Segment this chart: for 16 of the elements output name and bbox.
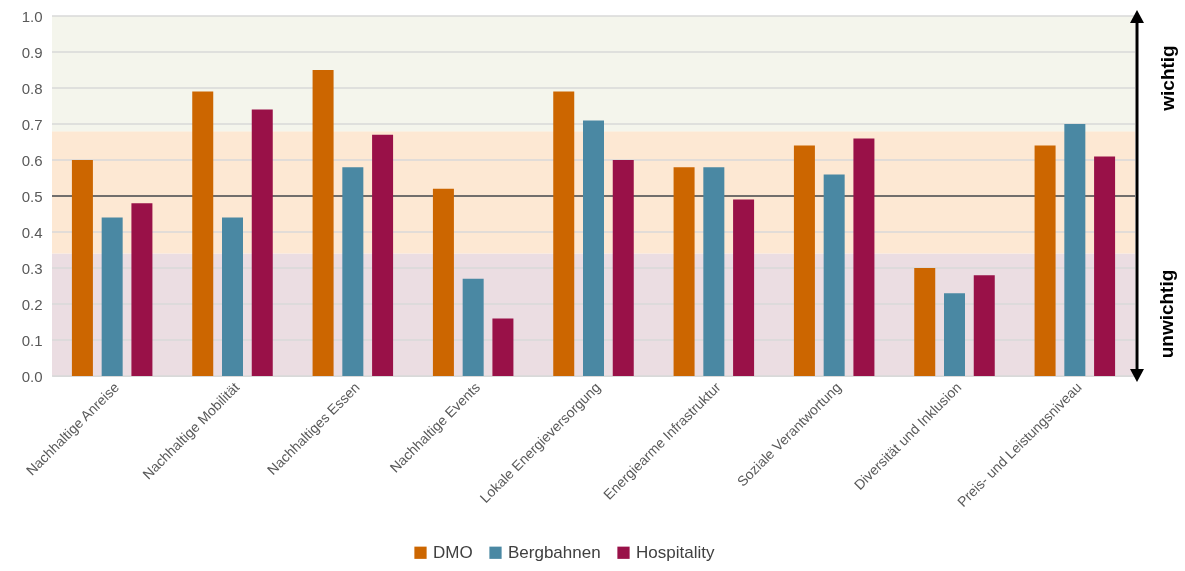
- y-tick-label: 0.1: [21, 331, 43, 349]
- y-tick-label: 0.7: [21, 115, 43, 133]
- y-tick-label: 1.0: [21, 7, 43, 25]
- y-tick-label: 0.5: [21, 187, 43, 205]
- text: wichtig: [1156, 45, 1179, 111]
- legend-label: DMO: [433, 542, 473, 562]
- y-tick-label: 0.9: [21, 43, 43, 61]
- y-tick-label: 0.6: [21, 151, 43, 169]
- y-tick-label: 0.8: [21, 79, 43, 97]
- y-tick-label: 0.4: [21, 223, 43, 241]
- y-tick-label: 0.3: [21, 259, 43, 277]
- legend-label: Hospitality: [636, 542, 715, 562]
- text: unwichtig: [1155, 269, 1178, 359]
- y-tick-label: 0.2: [21, 295, 43, 313]
- legend-label: Bergbahnen: [508, 542, 601, 562]
- y-tick-label: 0.0: [21, 367, 43, 385]
